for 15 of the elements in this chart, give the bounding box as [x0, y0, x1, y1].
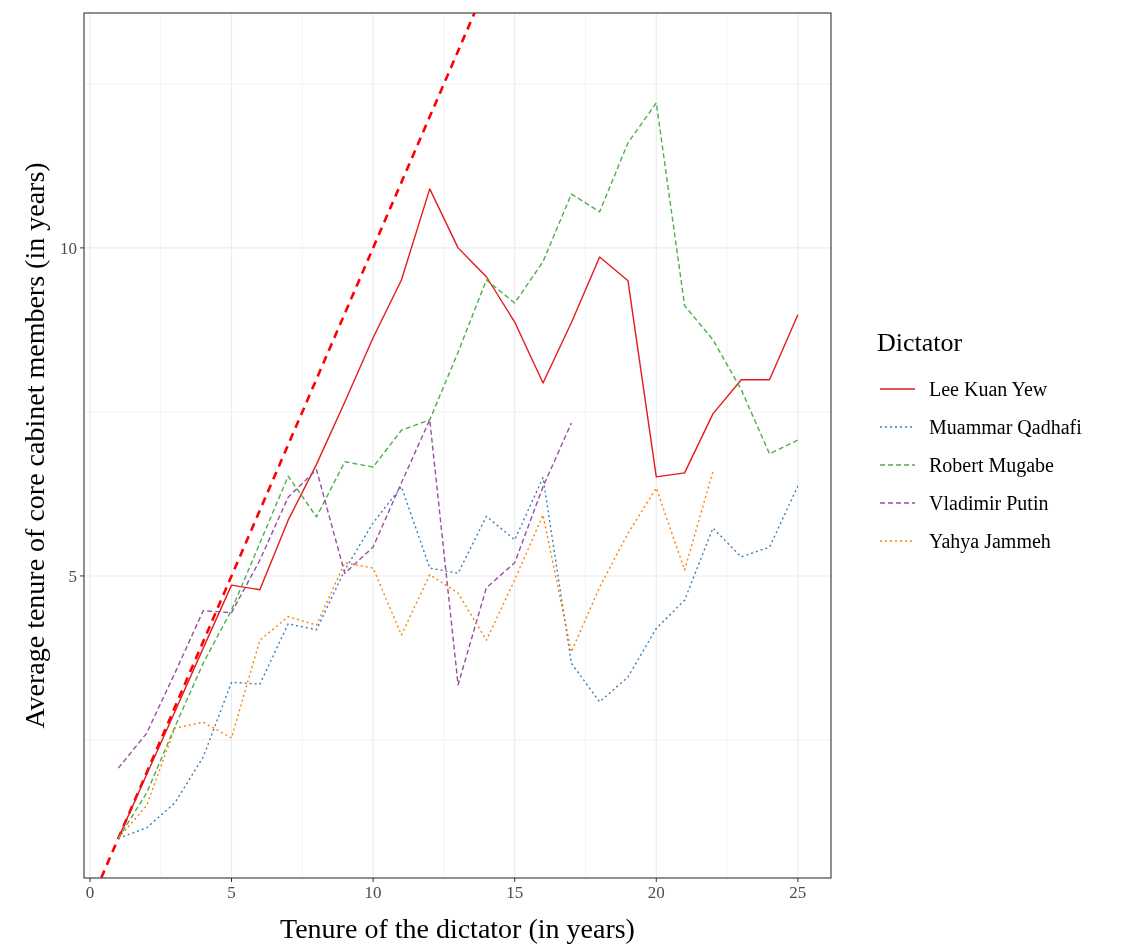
legend-title: Dictator — [877, 328, 963, 357]
legend-label: Vladimir Putin — [929, 492, 1049, 514]
x-tick-label: 25 — [789, 883, 807, 902]
legend-label: Robert Mugabe — [929, 454, 1055, 477]
legend-label: Yahya Jammeh — [929, 530, 1051, 553]
y-axis-title: Average tenure of core cabinet members (in years) — [19, 162, 50, 729]
legend-label: Lee Kuan Yew — [929, 378, 1048, 400]
x-tick-label: 5 — [227, 883, 236, 902]
x-tick-label: 0 — [85, 883, 95, 902]
line-series — [117, 419, 573, 769]
x-tick-label: 15 — [506, 883, 524, 902]
legend-label: Muammar Qadhafi — [929, 416, 1083, 438]
x-tick-label: 20 — [647, 883, 665, 902]
x-tick-label: 10 — [364, 883, 382, 902]
x-axis-title: Tenure of the dictator (in years) — [280, 913, 635, 944]
